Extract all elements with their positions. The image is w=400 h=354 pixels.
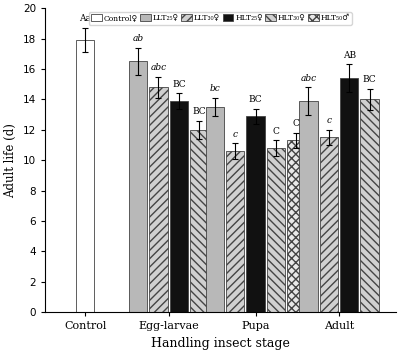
Bar [299,101,318,312]
Bar [267,148,285,312]
Text: C: C [293,119,300,128]
Text: C: C [272,127,279,136]
Text: c: c [233,130,238,139]
Bar [320,137,338,312]
Y-axis label: Adult life (d): Adult life (d) [4,123,17,198]
Bar [129,61,147,312]
Text: BC: BC [172,80,186,89]
Text: abc: abc [300,74,316,83]
Text: BC: BC [192,107,206,116]
Text: c: c [326,116,331,125]
Bar [170,101,188,312]
Text: Aa: Aa [79,15,91,23]
Bar [287,141,306,312]
Text: abc: abc [150,63,166,72]
Bar [206,107,224,312]
Bar [190,130,208,312]
X-axis label: Handling insect stage: Handling insect stage [151,337,290,350]
Bar [149,87,168,312]
Text: bc: bc [209,84,220,93]
Text: BC: BC [249,95,262,104]
Bar [226,151,244,312]
Text: ab: ab [132,34,144,43]
Bar [340,78,358,312]
Bar [246,116,265,312]
Text: AB: AB [343,51,356,60]
Legend: Control♀, LLT₂₅♀, LLT₃₀♀, HLT₂₅♀, HLT₃₀♀, HLT₅₀♂: Control♀, LLT₂₅♀, LLT₃₀♀, HLT₂₅♀, HLT₃₀♀… [89,12,352,24]
Bar [76,40,94,312]
Bar [360,99,379,312]
Text: BC: BC [363,75,376,84]
